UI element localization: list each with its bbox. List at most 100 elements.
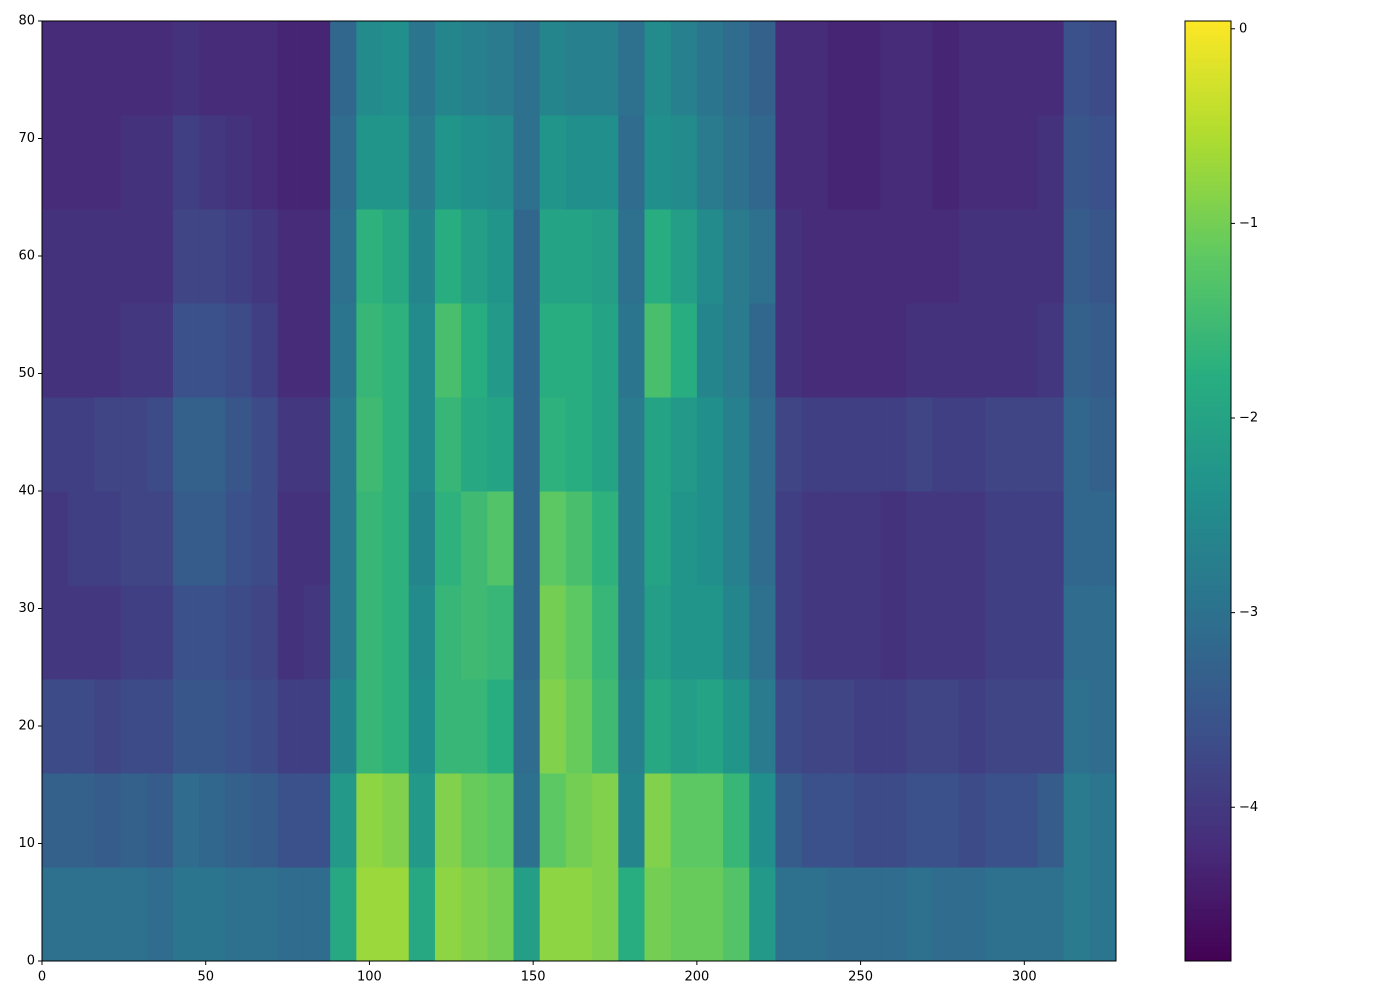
heatmap-cell <box>277 679 305 774</box>
heatmap-cell <box>592 491 619 586</box>
heatmap-cell <box>513 491 541 586</box>
heatmap-cell <box>94 773 122 868</box>
heatmap-cell <box>434 209 462 304</box>
heatmap-cell <box>1089 679 1117 774</box>
heatmap-cell <box>1037 397 1065 492</box>
colorbar-swatch <box>1185 570 1231 577</box>
colorbar-swatch <box>1185 881 1231 887</box>
heatmap-cell <box>225 21 253 116</box>
colorbar-swatch <box>1185 138 1231 144</box>
colorbar-swatch <box>1185 293 1231 299</box>
heatmap-cell <box>199 585 226 680</box>
colorbar-swatch <box>1185 21 1231 27</box>
colorbar-swatch <box>1185 561 1231 567</box>
heatmap-cell <box>827 773 855 868</box>
heatmap-cell <box>592 679 619 774</box>
heatmap-cell <box>880 397 907 492</box>
colorbar-swatch <box>1185 782 1231 788</box>
colorbar-swatch <box>1185 946 1231 953</box>
y-tick-label: 40 <box>18 484 35 499</box>
heatmap-cell <box>513 773 541 868</box>
heatmap-cell <box>906 585 934 680</box>
colorbar-swatch <box>1185 824 1231 830</box>
heatmap-cell <box>146 115 174 210</box>
colorbar-swatch <box>1185 533 1231 539</box>
heatmap-cell <box>1063 115 1091 210</box>
heatmap-cell <box>618 585 645 680</box>
heatmap-cell <box>225 303 253 398</box>
colorbar-swatch <box>1185 726 1231 732</box>
heatmap-cell <box>251 867 279 962</box>
heatmap-cell <box>1089 21 1117 116</box>
colorbar-swatch <box>1185 467 1231 473</box>
heatmap-cell <box>958 115 986 210</box>
colorbar-swatch <box>1185 862 1231 868</box>
heatmap-cell <box>932 491 960 586</box>
heatmap-cell <box>854 21 881 116</box>
colorbar-swatch <box>1185 758 1231 765</box>
heatmap-cell <box>880 773 907 868</box>
colorbar-swatch <box>1185 603 1231 609</box>
colorbar-swatch <box>1185 30 1231 36</box>
heatmap-cell <box>958 303 986 398</box>
colorbar-swatch <box>1185 707 1231 713</box>
heatmap-cell <box>801 679 829 774</box>
colorbar-swatch <box>1185 209 1231 215</box>
colorbar-swatch <box>1185 871 1231 877</box>
heatmap-cell <box>592 397 619 492</box>
colorbar-swatch <box>1185 791 1231 797</box>
heatmap-cell <box>513 303 541 398</box>
heatmap-cell <box>120 115 148 210</box>
heatmap-cell <box>487 491 515 586</box>
heatmap-cell <box>539 115 567 210</box>
heatmap-cell <box>801 867 829 962</box>
heatmap-cell <box>854 773 881 868</box>
heatmap-cell <box>565 491 593 586</box>
heatmap-cell <box>670 21 698 116</box>
colorbar-swatch <box>1185 622 1231 628</box>
heatmap-cell <box>696 491 724 586</box>
colorbar-swatch <box>1185 923 1231 929</box>
colorbar-swatch <box>1185 895 1231 901</box>
heatmap-cell <box>906 115 934 210</box>
colorbar-swatch <box>1185 124 1231 130</box>
colorbar-swatch <box>1185 801 1231 807</box>
colorbar-swatch <box>1185 434 1231 440</box>
heatmap-cell <box>958 491 986 586</box>
heatmap-cell <box>854 867 881 962</box>
heatmap-cell <box>644 773 672 868</box>
colorbar-swatch <box>1185 876 1231 882</box>
heatmap-cell <box>670 679 698 774</box>
heatmap-cell <box>487 303 515 398</box>
heatmap-cell <box>487 867 515 962</box>
heatmap-cell <box>880 21 907 116</box>
colorbar-swatch <box>1185 288 1231 295</box>
heatmap-cell <box>277 397 305 492</box>
heatmap-cell <box>356 21 384 116</box>
heatmap-cell <box>1037 21 1065 116</box>
colorbar-swatch <box>1185 636 1231 642</box>
colorbar-swatch <box>1185 260 1231 266</box>
colorbar-swatch <box>1185 218 1231 224</box>
heatmap-cell <box>775 209 803 304</box>
heatmap-cell <box>225 867 253 962</box>
heatmap-cell <box>670 397 698 492</box>
colorbar-swatch <box>1185 321 1231 327</box>
x-tick-label: 200 <box>684 970 709 985</box>
heatmap-cell <box>68 867 95 962</box>
colorbar-swatch <box>1185 650 1231 656</box>
colorbar-swatch <box>1185 58 1231 64</box>
heatmap-cell <box>618 115 645 210</box>
heatmap-cell <box>749 209 776 304</box>
colorbar-swatch <box>1185 448 1231 454</box>
heatmap-cell <box>1063 867 1091 962</box>
heatmap-cell <box>199 491 226 586</box>
heatmap-cell <box>958 397 986 492</box>
heatmap-cell <box>906 209 934 304</box>
heatmap-cell <box>94 585 122 680</box>
heatmap-cell <box>958 21 986 116</box>
heatmap-cell <box>172 867 200 962</box>
heatmap-cell <box>801 21 829 116</box>
heatmap-cell <box>827 491 855 586</box>
